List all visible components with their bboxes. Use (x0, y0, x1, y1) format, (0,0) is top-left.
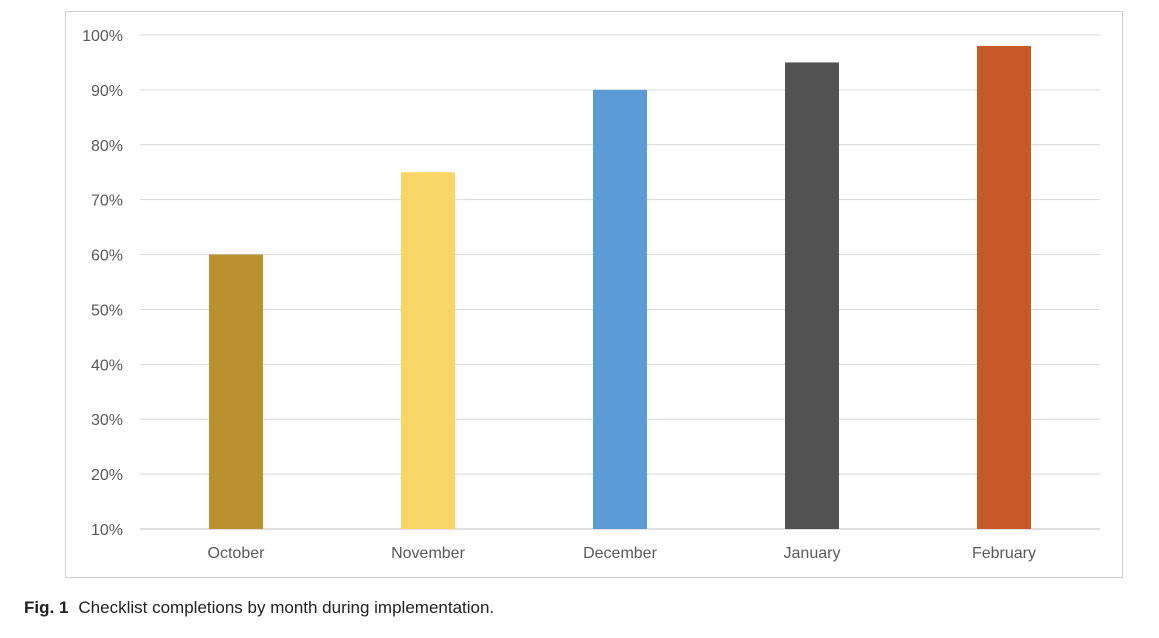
ytick-label: 90% (91, 83, 123, 100)
bar-february (977, 45, 1031, 529)
ytick-label: 70% (91, 193, 123, 210)
figure-caption-text: Checklist completions by month during im… (78, 598, 495, 617)
xtick-label: February (972, 545, 1036, 562)
bar-chart: 10% 20% 30% 40% 50% 60% 70% 80% 90% 100% October N… (82, 28, 1100, 562)
ytick-label: 80% (91, 138, 123, 155)
bar-october (209, 254, 263, 530)
ytick-label: 50% (91, 302, 123, 319)
ytick-label: 20% (91, 467, 123, 484)
ytick-label: 100% (82, 28, 123, 45)
chart-frame: 10% 20% 30% 40% 50% 60% 70% 80% 90% 100% October N… (65, 11, 1123, 578)
ytick-label: 60% (91, 248, 123, 265)
ytick-label: 10% (91, 522, 123, 539)
bar-november (401, 172, 455, 529)
xtick-label: October (208, 545, 266, 562)
bar-december (593, 89, 647, 529)
ytick-label: 30% (91, 412, 123, 429)
bar-january (785, 62, 839, 529)
figure-label: Fig. 1 (24, 598, 69, 617)
xtick-label: November (391, 545, 465, 562)
ytick-label: 40% (91, 357, 123, 374)
xtick-label: December (583, 545, 657, 562)
xtick-label: January (784, 545, 841, 562)
figure-caption: Fig. 1 Checklist completions by month dur… (24, 598, 494, 618)
